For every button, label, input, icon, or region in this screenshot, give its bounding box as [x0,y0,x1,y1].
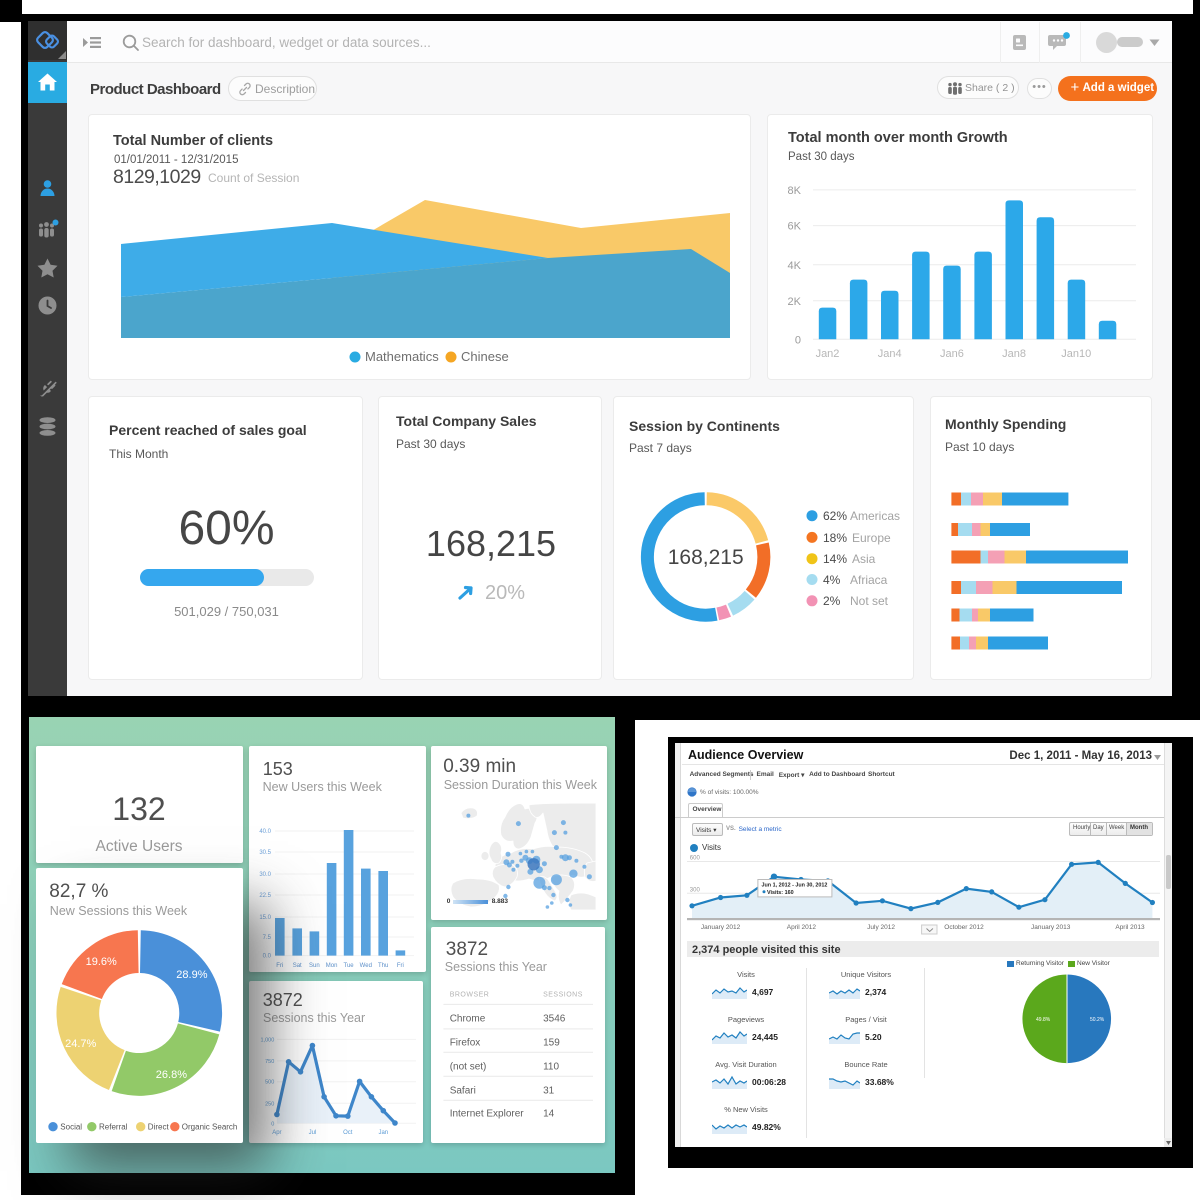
svg-text:Jan2: Jan2 [816,348,840,360]
svg-text:49.8%: 49.8% [1036,1017,1051,1023]
svg-text:Safari: Safari [449,1086,475,1097]
svg-text:Firefox: Firefox [449,1038,480,1049]
svg-text:750: 750 [265,1059,274,1065]
svg-text:Jan10: Jan10 [1061,348,1091,360]
svg-text:Asia: Asia [852,552,876,566]
svg-text:7.5: 7.5 [263,935,272,941]
svg-text:(not set): (not set) [449,1062,486,1073]
svg-text:0: 0 [795,334,801,346]
svg-text:1,000: 1,000 [261,1037,275,1043]
svg-text:Not set: Not set [850,594,889,608]
svg-text:Chinese: Chinese [461,349,509,364]
svg-text:Mon: Mon [326,963,338,969]
svg-text:8K: 8K [788,184,802,196]
svg-text:Chrome: Chrome [449,1014,485,1025]
svg-text:Sat: Sat [293,963,302,969]
svg-text:250: 250 [265,1101,274,1107]
svg-text:26.8%: 26.8% [155,1069,186,1081]
svg-text:22.5: 22.5 [259,893,271,899]
svg-text:2%: 2% [823,594,841,608]
svg-text:Referral: Referral [99,1122,128,1131]
svg-text:Social: Social [60,1122,82,1131]
svg-text:Thu: Thu [378,963,388,969]
svg-text:Jan4: Jan4 [878,348,902,360]
svg-text:31: 31 [543,1086,555,1097]
svg-text:14: 14 [543,1109,555,1120]
svg-text:Organic Search: Organic Search [181,1122,237,1131]
svg-text:19.6%: 19.6% [85,956,116,968]
svg-text:Direct: Direct [147,1122,169,1131]
svg-text:Apr: Apr [272,1130,281,1136]
svg-text:0.0: 0.0 [263,954,272,960]
svg-text:30.0: 30.0 [259,872,271,878]
svg-text:Mathematics: Mathematics [365,349,439,364]
svg-text:300: 300 [690,887,701,893]
svg-text:April 2012: April 2012 [787,924,817,931]
svg-text:Jun 1, 2012 - Jun 30, 2012: Jun 1, 2012 - Jun 30, 2012 [762,883,828,889]
svg-text:Fri: Fri [397,963,404,969]
svg-text:Tue: Tue [344,963,355,969]
svg-text:Wed: Wed [360,963,372,969]
svg-text:Fri: Fri [276,963,283,969]
svg-text:15.0: 15.0 [259,915,271,921]
svg-text:500: 500 [265,1080,274,1086]
svg-text:April 2013: April 2013 [1115,924,1145,931]
svg-text:January 2012: January 2012 [701,924,741,931]
svg-text:24.7%: 24.7% [65,1038,96,1050]
svg-text:110: 110 [543,1062,559,1073]
svg-text:6K: 6K [788,220,802,232]
svg-text:July 2012: July 2012 [867,924,895,931]
svg-text:October 2012: October 2012 [944,924,984,931]
svg-text:Oct: Oct [343,1130,353,1136]
svg-text:Europe: Europe [852,531,891,545]
svg-text:Americas: Americas [850,509,900,523]
svg-text:Jan: Jan [378,1130,388,1136]
svg-text:30.5: 30.5 [259,850,271,856]
svg-text:SESSIONS: SESSIONS [543,992,583,999]
svg-text:600: 600 [690,856,701,862]
svg-text:Jan6: Jan6 [940,348,964,360]
svg-text:BROWSER: BROWSER [449,992,489,999]
svg-text:Jan8: Jan8 [1002,348,1026,360]
svg-text:0: 0 [271,1121,274,1127]
svg-text:Afriaca: Afriaca [850,573,888,587]
svg-text:January 2013: January 2013 [1031,924,1071,931]
svg-text:40.0: 40.0 [259,829,271,835]
svg-text:50.2%: 50.2% [1090,1017,1105,1023]
svg-text:18%: 18% [823,531,847,545]
svg-text:28.9%: 28.9% [176,969,207,981]
svg-text:159: 159 [543,1038,560,1049]
svg-text:3546: 3546 [543,1014,566,1025]
svg-text:Visits: 160: Visits: 160 [767,890,794,896]
svg-text:Internet Explorer: Internet Explorer [449,1109,524,1120]
svg-text:62%: 62% [823,509,847,523]
svg-text:4%: 4% [823,573,841,587]
svg-text:Sun: Sun [309,963,320,969]
svg-text:4K: 4K [788,259,802,271]
svg-text:168,215: 168,215 [668,546,744,569]
svg-text:14%: 14% [823,552,847,566]
svg-text:2K: 2K [788,295,802,307]
svg-text:Jul: Jul [309,1130,317,1136]
